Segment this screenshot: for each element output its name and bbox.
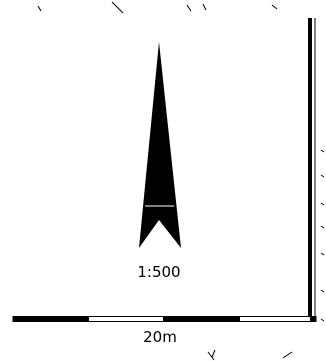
frame-right-border bbox=[308, 18, 316, 320]
scale-bar-segment bbox=[13, 316, 89, 322]
north-arrow-icon bbox=[139, 42, 181, 248]
stray-marks bbox=[37, 1, 293, 361]
scale-bar-segment bbox=[163, 316, 240, 322]
right-edge-ticks bbox=[320, 149, 325, 322]
scale-bar-label: 20m bbox=[143, 328, 177, 346]
north-arrow-body bbox=[139, 42, 181, 248]
scale-ratio-label: 1:500 bbox=[137, 263, 180, 281]
scale-bar-segment bbox=[310, 316, 316, 322]
scale-bar bbox=[12, 316, 317, 322]
